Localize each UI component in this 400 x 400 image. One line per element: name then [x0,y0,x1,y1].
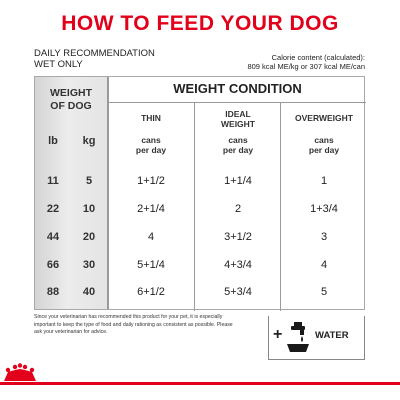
table-cell-lb: 22 [46,203,60,215]
column-header-ideal: IDEAL WEIGHT [195,109,281,129]
weight-panel [35,77,107,309]
daily-recommendation-line1: DAILY RECOMMENDATION [34,48,155,59]
column-header-thin: THIN [108,113,194,123]
table-cell-kg: 20 [82,231,96,243]
column-header-label: OVERWEIGHT [295,113,353,123]
calorie-content-line2: 809 kcal ME/kg or 307 kcal ME/can [247,61,365,71]
weight-of-dog-header: WEIGHT OF DOG [35,87,107,112]
table-cell-overweight: 1+3/4 [310,203,338,215]
daily-recommendation: DAILY RECOMMENDATION WET ONLY [34,48,155,70]
table-cell-thin: 4 [147,231,155,243]
cans-label: per day [135,145,167,155]
brand-red-line [0,382,400,385]
cans-label: per day [308,145,340,155]
cans-label: cans [314,135,334,145]
table-cell-ideal: 2 [234,203,242,215]
header-rule [108,102,366,104]
cans-per-day-thin: cans per day [108,135,194,155]
water-bowl-icon [287,322,309,352]
table-cell-kg: 30 [82,259,96,271]
table-cell-ideal: 1+1/4 [224,175,252,187]
calorie-content-line1: Calorie content (calculated): [271,53,365,62]
table-cell-ideal: 5+3/4 [224,286,252,298]
calorie-content: Calorie content (calculated): 809 kcal M… [247,53,365,71]
column-header-label: WEIGHT [221,119,255,129]
water-box: + WATER [268,316,365,360]
unit-lb: lb [48,135,58,147]
feeding-table: WEIGHT OF DOG lb kg WEIGHT CONDITION THI… [34,76,367,311]
table-cell-thin: 2+1/4 [137,203,165,215]
table-cell-lb: 66 [46,259,60,271]
cans-label: per day [222,145,254,155]
column-divider [194,102,196,311]
column-header-label: IDEAL [225,109,251,119]
column-header-label: THIN [141,113,161,123]
veterinarian-note: Since your veterinarian has recommended … [34,314,233,335]
panel-divider [107,77,109,309]
table-cell-overweight: 3 [320,231,328,243]
water-label: WATER [315,330,349,341]
table-cell-kg: 5 [85,175,93,187]
plus-sign: + [273,326,283,343]
column-header-overweight: OVERWEIGHT [281,113,367,123]
table-cell-ideal: 4+3/4 [224,259,252,271]
cans-label: cans [141,135,161,145]
cans-per-day-overweight: cans per day [281,135,367,155]
table-cell-lb: 44 [46,231,60,243]
royal-canin-crown-icon [4,363,36,381]
table-cell-overweight: 1 [320,175,328,187]
table-cell-kg: 40 [82,286,96,298]
daily-recommendation-line2: WET ONLY [34,59,83,70]
table-cell-ideal: 3+1/2 [224,231,252,243]
table-cell-lb: 11 [47,175,59,187]
table-cell-overweight: 4 [320,259,328,271]
table-cell-kg: 10 [82,203,96,215]
weight-header-line2: OF DOG [50,99,92,112]
column-divider [280,102,282,311]
page-title: HOW TO FEED YOUR DOG [61,12,339,35]
unit-kg: kg [82,135,96,147]
table-cell-overweight: 5 [320,286,328,298]
weight-header-line1: WEIGHT [50,87,92,99]
table-cell-thin: 6+1/2 [137,286,165,298]
table-cell-thin: 1+1/2 [137,175,165,187]
weight-condition-header: WEIGHT CONDITION [173,81,302,96]
cans-per-day-ideal: cans per day [195,135,281,155]
table-cell-lb: 88 [46,286,60,298]
cans-label: cans [228,135,248,145]
table-cell-thin: 5+1/4 [137,259,165,271]
